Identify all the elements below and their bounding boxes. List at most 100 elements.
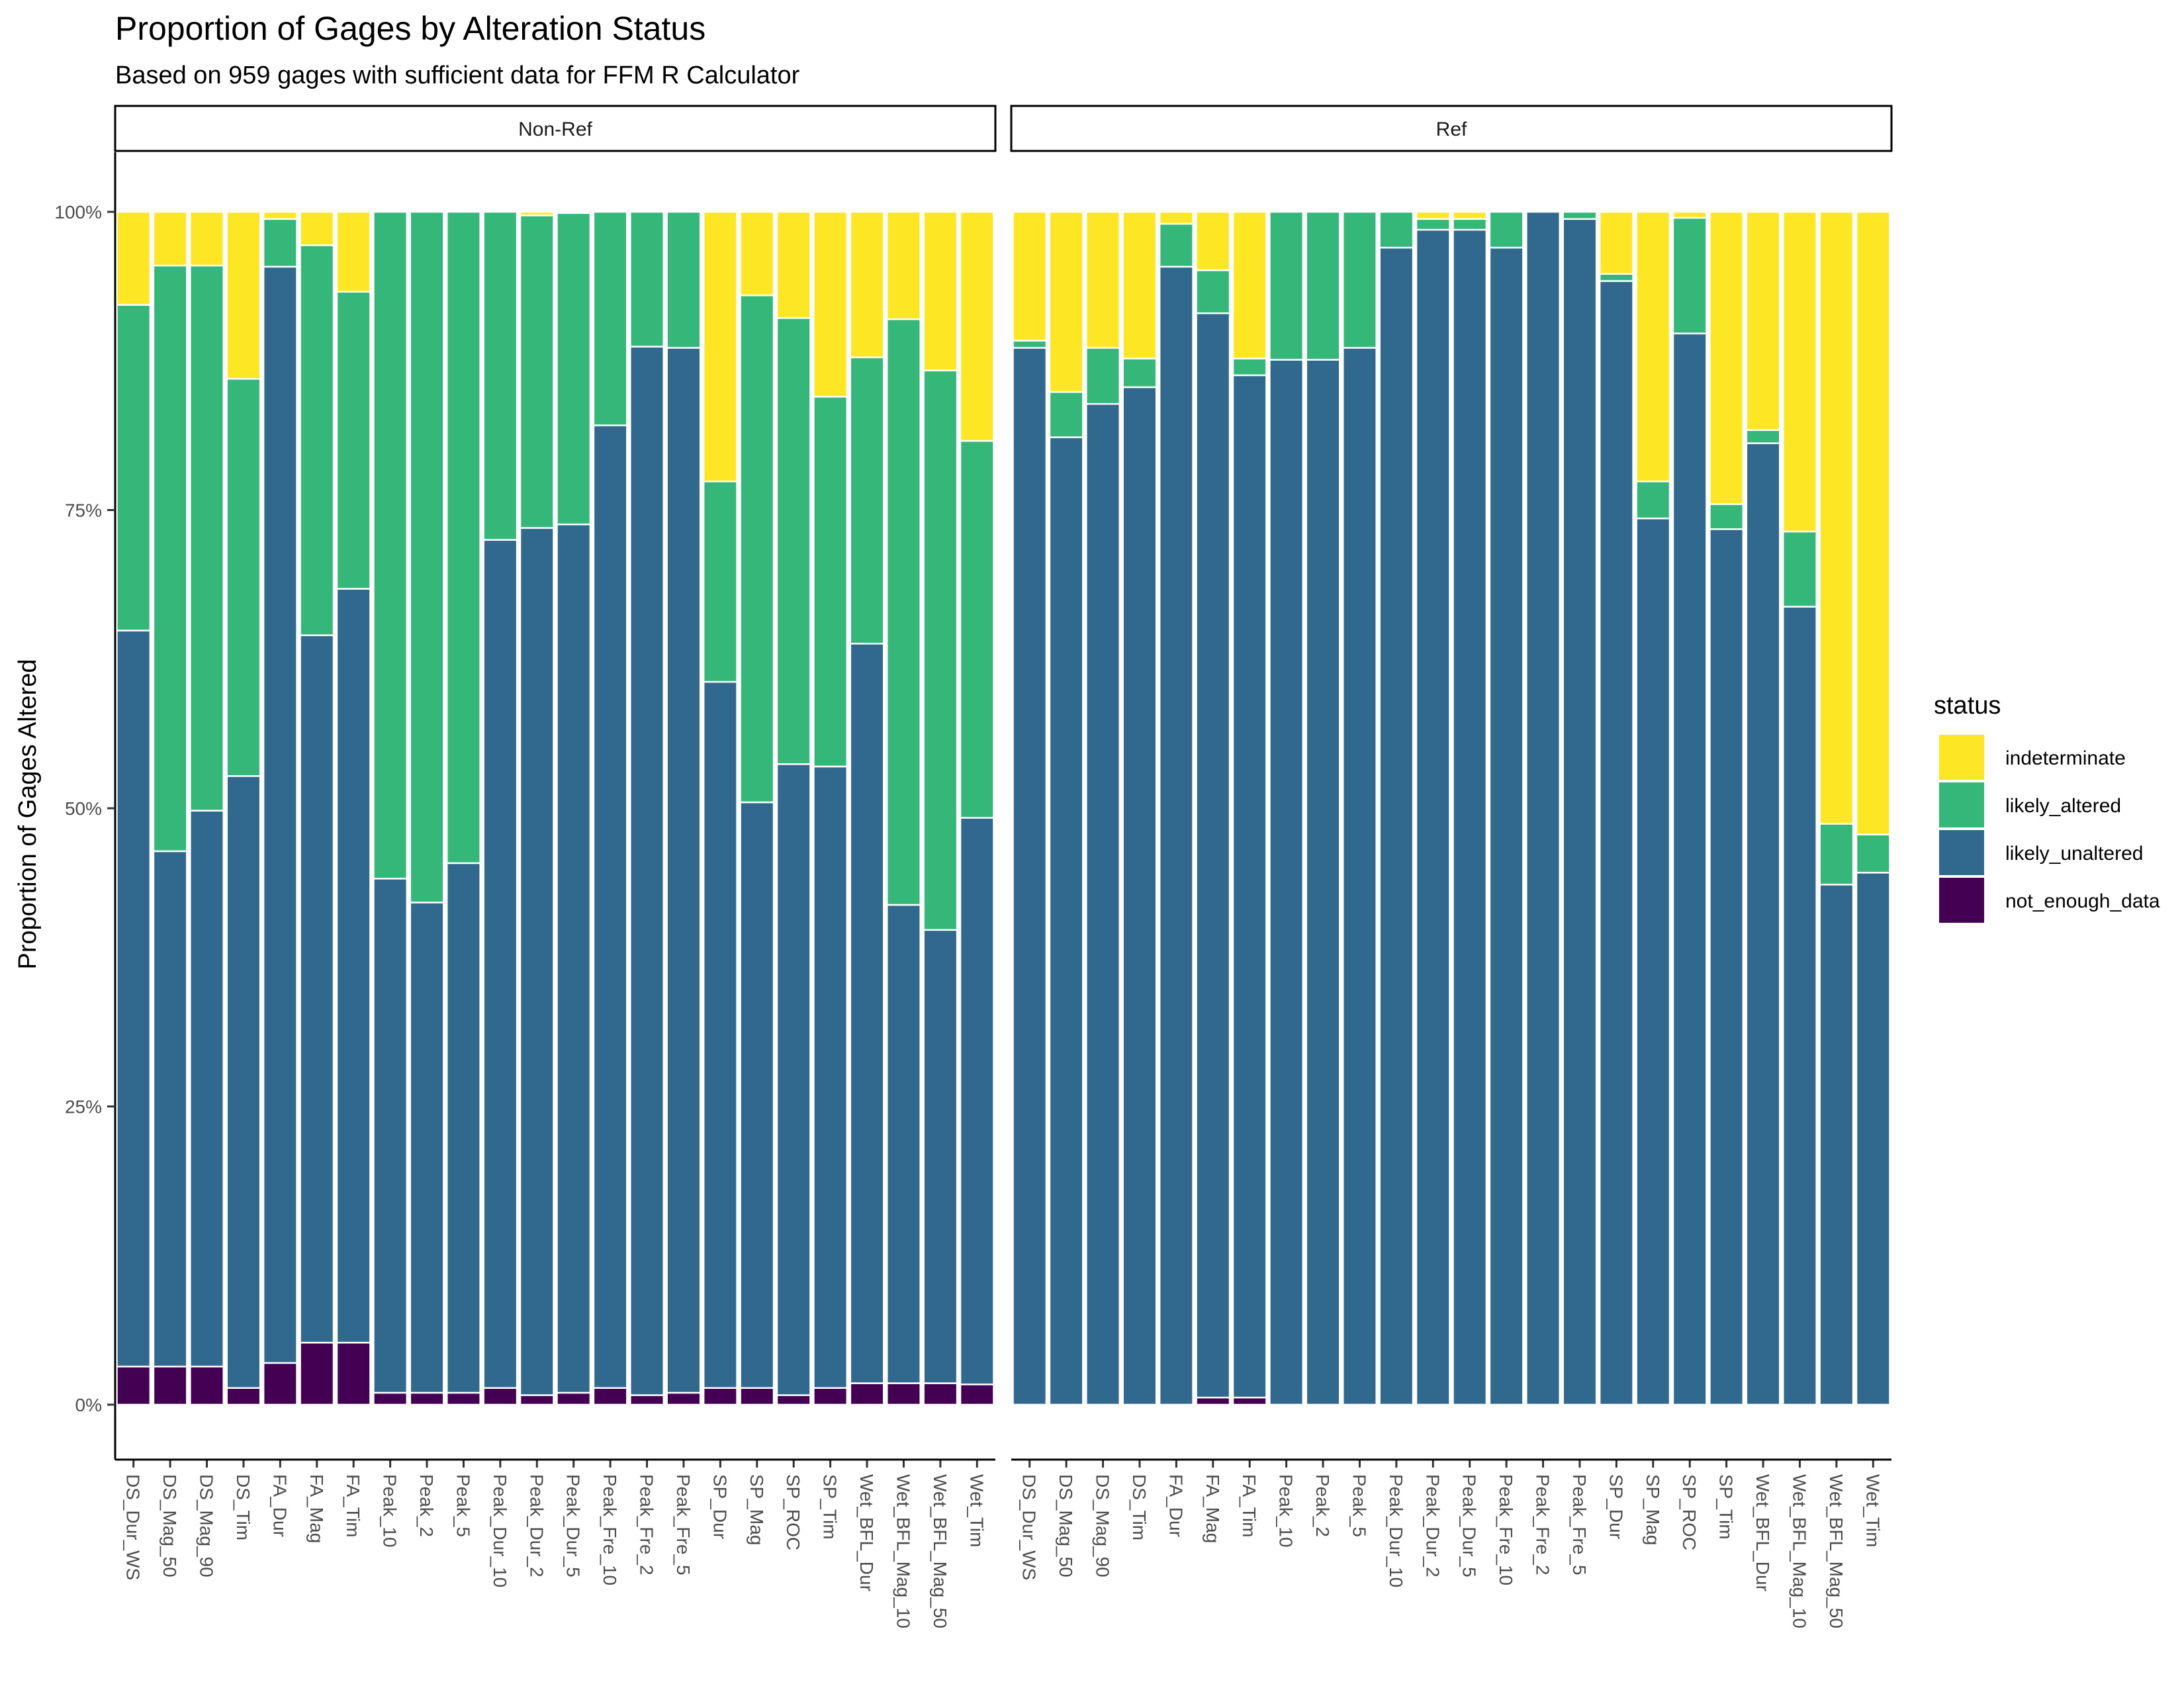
y-axis: 0% 25% 50% 75% 100% (54, 152, 116, 1460)
bar-non-ref-peak-fre-2-likely-unaltered (629, 346, 665, 1396)
bar-ref-wet-tim-likely-altered (1855, 833, 1891, 874)
bar-non-ref-wet-bfl-mag-50-not-enough-data (923, 1382, 958, 1406)
x-tick-label-ds-tim: DS_Tim (233, 1474, 253, 1540)
bar-ref-peak-fre-5-likely-altered (1562, 211, 1598, 220)
facet-strip-label: Ref (1436, 118, 1467, 140)
x-tick-label-fa-tim: FA_Tim (343, 1474, 363, 1537)
x-tick-label-peak-dur-10: Peak_Dur_10 (490, 1474, 510, 1587)
bar-non-ref-fa-dur-likely-altered (262, 218, 298, 268)
bar-non-ref-peak-dur-5-likely-altered (556, 212, 592, 526)
x-tick-label-peak-10: Peak_10 (380, 1474, 400, 1548)
bar-non-ref-fa-tim-not-enough-data (336, 1342, 371, 1406)
bar-non-ref-peak-fre-2-likely-altered (629, 211, 665, 348)
bar-non-ref-peak-2-not-enough-data (409, 1391, 445, 1406)
bar-ref-wet-tim-likely-unaltered (1855, 872, 1891, 1406)
bar-ref-ds-dur-ws-indeterminate (1012, 211, 1048, 342)
bar-ref-wet-bfl-dur-likely-altered (1745, 429, 1781, 444)
y-tick-label: 75% (65, 500, 102, 521)
bar-non-ref-ds-dur-ws-indeterminate (116, 211, 152, 306)
bar-ref-fa-dur-indeterminate (1158, 211, 1194, 225)
panel-non-ref: Non-Ref DS_Dur_WS DS_Mag_50 DS_Mag_90 DS_Tim… (114, 105, 997, 1628)
bar-ref-peak-dur-10-likely-unaltered (1379, 246, 1414, 1406)
bar-non-ref-ds-mag-50-not-enough-data (152, 1366, 188, 1406)
x-tick-label-fa-dur: FA_Dur (269, 1474, 290, 1537)
bar-ref-fa-tim-not-enough-data (1232, 1396, 1267, 1406)
bar-ref-sp-mag-indeterminate (1635, 211, 1671, 483)
bar-ref-sp-dur-indeterminate (1598, 211, 1634, 275)
bar-ref-ds-mag-50-indeterminate (1048, 211, 1084, 393)
x-tick-label-sp-dur: SP_Dur (1606, 1474, 1626, 1539)
x-tick-label-peak-fre-2: Peak_Fre_2 (637, 1474, 657, 1575)
x-tick-label-peak-fre-10: Peak_Fre_10 (1496, 1474, 1516, 1585)
x-tick-label-peak-fre-5: Peak_Fre_5 (1569, 1474, 1590, 1575)
x-tick-label-wet-tim: Wet_Tim (1862, 1474, 1883, 1547)
bar-non-ref-sp-dur-likely-unaltered (702, 680, 738, 1389)
bar-non-ref-peak-10-likely-altered (373, 211, 408, 880)
bar-ref-wet-bfl-mag-50-indeterminate (1819, 211, 1854, 825)
bar-non-ref-wet-bfl-dur-likely-unaltered (849, 643, 885, 1384)
bar-ref-peak-dur-5-likely-altered (1452, 218, 1488, 231)
bar-ref-ds-tim-indeterminate (1122, 211, 1158, 359)
bar-ref-peak-5-likely-altered (1342, 211, 1377, 349)
bar-non-ref-peak-dur-5-not-enough-data (556, 1391, 592, 1406)
x-tick-label-peak-fre-5: Peak_Fre_5 (673, 1474, 694, 1575)
x-tick-label-peak-dur-2: Peak_Dur_2 (526, 1474, 547, 1577)
bar-non-ref-fa-dur-indeterminate (262, 211, 298, 220)
bar-non-ref-wet-bfl-dur-likely-altered (849, 356, 885, 645)
x-tick-label-peak-10: Peak_10 (1276, 1474, 1297, 1548)
bar-non-ref-ds-tim-likely-unaltered (226, 775, 261, 1389)
bar-non-ref-peak-dur-10-likely-unaltered (482, 539, 518, 1389)
bar-non-ref-ds-dur-ws-likely-unaltered (116, 630, 152, 1368)
bar-non-ref-fa-mag-not-enough-data (299, 1342, 335, 1406)
x-tick-label-peak-2: Peak_2 (1312, 1474, 1333, 1537)
bar-ref-peak-2-likely-unaltered (1305, 359, 1341, 1406)
legend-label-likely-altered: likely_altered (2005, 795, 2121, 817)
bar-ref-ds-mag-50-likely-altered (1048, 391, 1084, 438)
bar-non-ref-fa-dur-likely-unaltered (262, 265, 298, 1364)
x-tick-label-sp-tim: SP_Tim (820, 1474, 841, 1540)
bar-non-ref-ds-tim-likely-altered (226, 378, 261, 777)
bar-ref-ds-mag-90-likely-unaltered (1085, 402, 1121, 1406)
bar-ref-peak-dur-10-likely-altered (1379, 211, 1414, 249)
bar-non-ref-peak-10-likely-unaltered (373, 878, 408, 1394)
x-tick-label-sp-mag: SP_Mag (1643, 1474, 1663, 1545)
x-tick-label-fa-mag: FA_Mag (306, 1474, 327, 1543)
bar-ref-peak-fre-2-likely-unaltered (1525, 211, 1561, 1406)
bar-ref-fa-mag-indeterminate (1195, 211, 1231, 271)
bar-ref-fa-mag-likely-altered (1195, 269, 1231, 314)
bar-non-ref-wet-tim-likely-unaltered (959, 817, 995, 1385)
bar-ref-peak-10-likely-unaltered (1269, 359, 1304, 1406)
x-tick-label-peak-fre-10: Peak_Fre_10 (600, 1474, 620, 1585)
bar-non-ref-ds-mag-50-likely-altered (152, 264, 188, 853)
legend-label-likely-unaltered: likely_unaltered (2005, 843, 2143, 865)
x-tick-label-sp-roc: SP_ROC (783, 1474, 803, 1550)
bar-ref-sp-roc-indeterminate (1672, 211, 1707, 219)
bar-non-ref-wet-bfl-mag-10-likely-altered (886, 318, 921, 906)
bar-non-ref-sp-roc-not-enough-data (776, 1394, 811, 1406)
x-tick-label-ds-mag-90: DS_Mag_90 (1093, 1474, 1113, 1577)
bar-non-ref-peak-dur-2-likely-altered (519, 214, 555, 529)
bar-non-ref-sp-dur-likely-altered (702, 481, 738, 683)
bar-non-ref-ds-dur-ws-not-enough-data (116, 1366, 152, 1406)
bar-non-ref-fa-tim-indeterminate (336, 211, 371, 293)
bar-non-ref-sp-tim-not-enough-data (813, 1387, 848, 1406)
bar-ref-peak-fre-10-likely-altered (1488, 211, 1524, 249)
bar-non-ref-peak-fre-10-likely-unaltered (592, 424, 628, 1389)
bar-ref-wet-bfl-dur-indeterminate (1745, 211, 1781, 432)
y-axis-title: Proportion of Gages Altered (14, 659, 42, 970)
bar-non-ref-fa-mag-indeterminate (299, 211, 335, 246)
bar-non-ref-sp-tim-indeterminate (813, 211, 848, 398)
facet-panels: Non-Ref DS_Dur_WS DS_Mag_50 DS_Mag_90 DS_Tim… (114, 105, 1893, 1628)
bar-non-ref-peak-dur-10-not-enough-data (482, 1387, 518, 1406)
bar-non-ref-peak-dur-2-indeterminate (519, 211, 555, 216)
bar-ref-fa-dur-likely-altered (1158, 222, 1194, 268)
bar-ref-ds-mag-90-likely-altered (1085, 347, 1121, 405)
bar-non-ref-fa-tim-likely-altered (336, 291, 371, 590)
panel-ref: Ref DS_Dur_WS DS_Mag_50 DS_Mag_90 DS_Tim FA_D… (1010, 105, 1893, 1628)
bar-ref-sp-tim-likely-altered (1709, 503, 1745, 530)
bar-ref-peak-fre-10-likely-unaltered (1488, 246, 1524, 1406)
x-tick-label-ds-mag-90: DS_Mag_90 (197, 1474, 217, 1577)
bar-ref-peak-dur-5-indeterminate (1452, 211, 1488, 220)
bar-ref-peak-dur-2-indeterminate (1415, 211, 1451, 220)
